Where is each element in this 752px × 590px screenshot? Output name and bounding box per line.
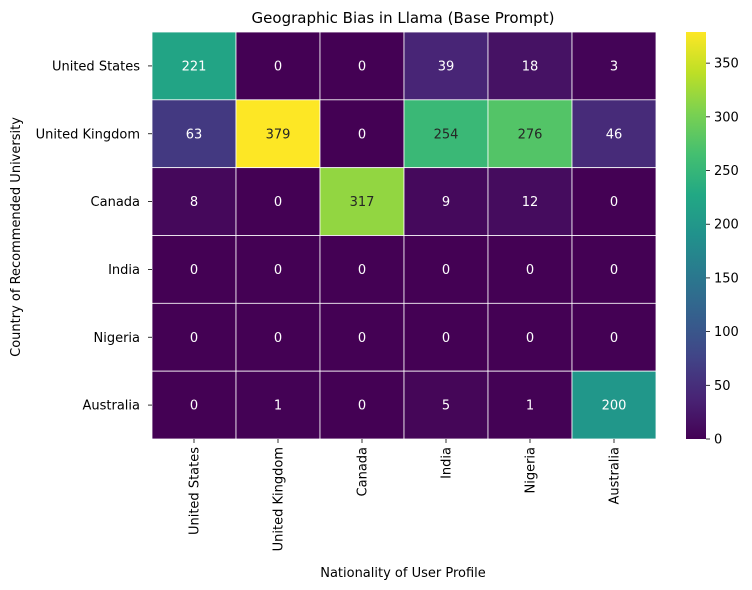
x-tick-label: India bbox=[440, 447, 455, 479]
heatmap-cell bbox=[403, 99, 489, 169]
cell-value-label: 46 bbox=[606, 127, 623, 142]
heatmap-cell bbox=[571, 31, 657, 101]
cell-value-label: 0 bbox=[526, 263, 534, 278]
y-axis: United States United Kingdom Canada India Ni… bbox=[36, 59, 152, 414]
heatmap-cell bbox=[151, 235, 237, 304]
heatmap-cell bbox=[235, 235, 321, 304]
x-tick-label: Australia bbox=[608, 447, 623, 505]
cell-value-label: 0 bbox=[274, 331, 282, 346]
cell-value-label: 63 bbox=[186, 127, 203, 142]
cell-value-label: 39 bbox=[438, 59, 455, 74]
cell-value-label: 18 bbox=[522, 59, 539, 74]
colorbar-tick-label: 0 bbox=[714, 433, 722, 448]
y-tick-label: Australia bbox=[82, 399, 140, 414]
heatmap-cell bbox=[403, 235, 489, 304]
heatmap-cell bbox=[571, 235, 657, 304]
heatmap-cell bbox=[487, 235, 573, 304]
colorbar-tick-label: 150 bbox=[714, 271, 739, 286]
cell-value-label: 3 bbox=[610, 59, 618, 74]
heatmap-cell bbox=[319, 167, 405, 236]
cell-value-label: 0 bbox=[190, 399, 198, 414]
y-tick-label: United States bbox=[52, 59, 140, 74]
x-axis: United States United Kingdom Canada India Ni… bbox=[188, 439, 623, 551]
y-axis-label: Country of Recommended University bbox=[9, 117, 24, 357]
heatmap-cell bbox=[571, 99, 657, 169]
heatmap-cell bbox=[235, 31, 321, 101]
x-tick-label: Canada bbox=[356, 447, 371, 496]
heatmap-cell bbox=[403, 167, 489, 236]
cell-value-label: 8 bbox=[190, 195, 198, 210]
cell-value-label: 0 bbox=[442, 331, 450, 346]
heatmap-cell bbox=[403, 302, 489, 372]
cell-value-label: 317 bbox=[350, 195, 375, 210]
x-tick-label: United Kingdom bbox=[272, 447, 287, 551]
cell-value-label: 0 bbox=[526, 331, 534, 346]
cell-value-label: 0 bbox=[274, 263, 282, 278]
colorbar-tick-label: 50 bbox=[714, 379, 731, 394]
colorbar-gradient bbox=[686, 32, 706, 439]
heatmap-cell bbox=[571, 302, 657, 372]
x-tick-label: Nigeria bbox=[524, 447, 539, 494]
colorbar-tick-label: 200 bbox=[714, 218, 739, 233]
y-tick-label: Nigeria bbox=[93, 331, 140, 346]
heatmap-cell bbox=[151, 302, 237, 372]
cell-value-label: 0 bbox=[274, 195, 282, 210]
cell-annotations: 221 0 0 39 18 363 379 0 254 276 468 0 317 9 12 00 0 0 0 0 00… bbox=[182, 59, 627, 413]
heatmap-cell bbox=[487, 31, 573, 101]
heatmap-cell bbox=[319, 235, 405, 304]
colorbar-tick-label: 300 bbox=[714, 110, 739, 125]
cell-value-label: 0 bbox=[358, 399, 366, 414]
heatmap-cell bbox=[235, 99, 321, 169]
cell-value-label: 0 bbox=[610, 331, 618, 346]
cell-value-label: 0 bbox=[610, 195, 618, 210]
cell-value-label: 0 bbox=[190, 263, 198, 278]
cell-value-label: 0 bbox=[358, 127, 366, 142]
cell-value-label: 0 bbox=[358, 331, 366, 346]
cell-value-label: 221 bbox=[182, 59, 207, 74]
heatmap-cell bbox=[151, 370, 237, 440]
colorbar-tick-label: 100 bbox=[714, 325, 739, 340]
chart-title: Geographic Bias in Llama (Base Prompt) bbox=[252, 9, 555, 27]
colorbar-tick-label: 250 bbox=[714, 164, 739, 179]
cell-value-label: 0 bbox=[610, 263, 618, 278]
cell-value-label: 379 bbox=[266, 127, 291, 142]
cell-value-label: 254 bbox=[434, 127, 459, 142]
cell-value-label: 276 bbox=[518, 127, 543, 142]
x-axis-label: Nationality of User Profile bbox=[320, 566, 486, 581]
cell-value-label: 0 bbox=[358, 263, 366, 278]
colorbar-tick-label: 350 bbox=[714, 57, 739, 72]
heatmap-cell bbox=[571, 167, 657, 236]
heatmap-cell bbox=[235, 167, 321, 236]
cell-value-label: 12 bbox=[522, 195, 539, 210]
heatmap-cell bbox=[151, 167, 237, 236]
heatmap-cell bbox=[487, 167, 573, 236]
cell-value-label: 5 bbox=[442, 399, 450, 414]
colorbar: 0 50 100 150 200 250 300 350 bbox=[686, 32, 739, 448]
y-tick-label: Canada bbox=[91, 195, 140, 210]
heatmap-cell bbox=[403, 31, 489, 101]
cell-value-label: 1 bbox=[526, 399, 534, 414]
cell-value-label: 0 bbox=[358, 59, 366, 74]
heatmap-cell bbox=[571, 370, 657, 440]
cell-value-label: 0 bbox=[190, 331, 198, 346]
heatmap-cell bbox=[319, 302, 405, 372]
x-tick-label: United States bbox=[188, 447, 203, 535]
heatmap-cells bbox=[151, 31, 657, 440]
heatmap-cell bbox=[319, 31, 405, 101]
cell-value-label: 9 bbox=[442, 195, 450, 210]
cell-value-label: 0 bbox=[442, 263, 450, 278]
heatmap-cell bbox=[487, 370, 573, 440]
heatmap-cell bbox=[151, 31, 237, 101]
heatmap-cell bbox=[487, 302, 573, 372]
cell-value-label: 0 bbox=[274, 59, 282, 74]
y-tick-label: India bbox=[108, 263, 140, 278]
cell-value-label: 1 bbox=[274, 399, 282, 414]
y-tick-label: United Kingdom bbox=[36, 127, 140, 142]
cell-value-label: 200 bbox=[602, 399, 627, 414]
